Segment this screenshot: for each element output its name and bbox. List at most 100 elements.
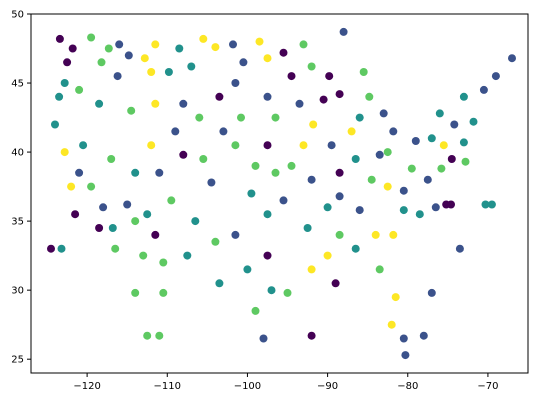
data-point — [359, 68, 368, 76]
data-point — [231, 141, 240, 150]
data-point — [447, 200, 455, 209]
data-point — [287, 161, 296, 170]
data-point — [124, 51, 133, 60]
data-point — [51, 120, 59, 129]
data-point — [355, 113, 364, 122]
data-point — [229, 40, 237, 49]
data-point — [131, 217, 140, 226]
y-axis: 25 30 35 40 45 50 — [11, 10, 31, 366]
data-point — [331, 279, 340, 288]
data-point — [97, 58, 106, 67]
data-point — [171, 127, 180, 136]
data-point — [459, 92, 468, 101]
data-point — [459, 138, 468, 147]
data-point — [159, 288, 168, 297]
data-point — [231, 230, 240, 239]
x-tick-label: −100 — [234, 381, 261, 392]
data-point — [127, 106, 136, 115]
x-tick-label: −110 — [154, 381, 181, 392]
data-point — [323, 251, 332, 260]
data-point — [389, 230, 398, 239]
data-point — [167, 196, 176, 205]
data-point — [399, 206, 408, 215]
data-point — [267, 286, 276, 295]
data-point — [159, 258, 168, 267]
data-point — [108, 224, 117, 232]
data-point — [55, 92, 64, 101]
data-point — [335, 168, 344, 177]
data-point — [309, 120, 318, 129]
data-point — [351, 155, 360, 163]
data-point — [287, 72, 296, 81]
data-point — [57, 244, 66, 253]
data-point — [427, 288, 436, 297]
data-point — [263, 92, 272, 101]
data-point — [415, 210, 424, 219]
data-point — [299, 40, 308, 49]
data-point — [283, 288, 292, 297]
data-point — [79, 141, 88, 150]
data-point — [455, 244, 464, 253]
data-point — [303, 224, 312, 232]
data-point — [237, 113, 245, 122]
y-tick-label: 50 — [11, 10, 24, 21]
x-tick-label: −70 — [477, 381, 498, 392]
x-axis: −120 −110 −100 −90 −80 −70 — [73, 373, 498, 392]
data-point — [469, 117, 478, 126]
data-point — [299, 141, 308, 150]
data-point — [115, 40, 124, 49]
data-point — [327, 141, 336, 150]
data-point — [147, 68, 156, 76]
data-point — [191, 217, 200, 226]
data-point — [95, 99, 104, 108]
data-point — [263, 251, 272, 260]
data-point — [251, 306, 260, 315]
data-point — [155, 331, 164, 340]
data-point — [461, 157, 470, 166]
data-point — [147, 141, 156, 150]
data-point — [383, 148, 392, 157]
data-point — [60, 79, 69, 87]
data-point — [271, 113, 280, 122]
y-tick-label: 30 — [11, 286, 24, 297]
data-point — [367, 175, 376, 184]
data-point — [60, 148, 69, 157]
data-point — [243, 265, 252, 274]
data-point — [259, 334, 268, 343]
data-point — [450, 120, 459, 129]
data-point — [479, 85, 488, 94]
data-point — [307, 175, 316, 184]
x-tick-label: −80 — [397, 381, 418, 392]
data-point — [187, 62, 196, 71]
data-point — [131, 168, 140, 177]
data-point — [75, 85, 84, 94]
data-point — [439, 141, 448, 150]
data-point — [487, 200, 496, 209]
y-tick-label: 45 — [11, 79, 24, 90]
data-point — [247, 189, 256, 198]
data-point — [325, 72, 334, 81]
data-point — [383, 182, 392, 191]
data-point — [151, 40, 160, 49]
y-tick-label: 35 — [11, 217, 24, 228]
data-point — [279, 196, 288, 205]
data-point — [107, 155, 116, 163]
data-point — [151, 230, 160, 239]
data-point — [375, 150, 384, 159]
data-point — [104, 44, 113, 53]
data-point — [437, 164, 446, 173]
data-point — [481, 200, 490, 209]
data-point — [365, 92, 374, 101]
data-point — [355, 206, 364, 215]
data-point — [307, 265, 316, 274]
data-point — [335, 230, 344, 239]
data-point — [251, 161, 260, 170]
data-point — [399, 186, 408, 195]
data-point — [199, 34, 208, 43]
data-point — [339, 27, 348, 36]
data-point — [219, 127, 228, 136]
data-point — [255, 37, 264, 46]
x-tick-label: −120 — [73, 381, 100, 392]
data-point — [151, 99, 160, 108]
